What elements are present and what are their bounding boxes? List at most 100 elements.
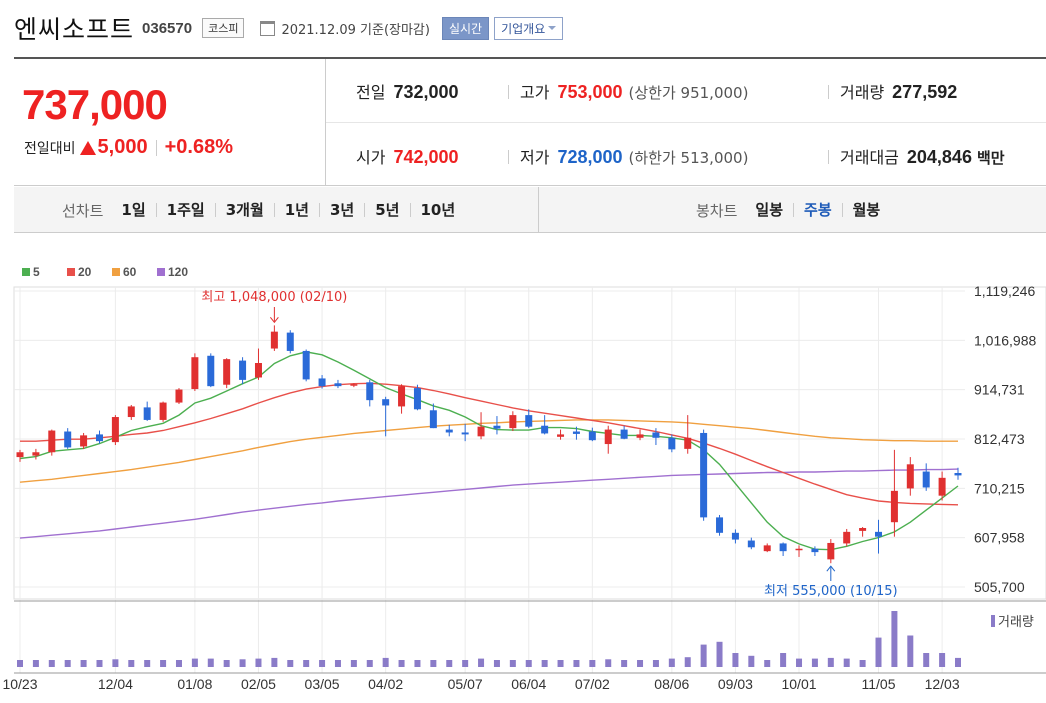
volume-bar (414, 660, 421, 667)
candle-body (239, 360, 247, 380)
divider (828, 150, 829, 164)
volume-bar (382, 657, 389, 667)
volume-bar (605, 659, 612, 667)
candle (731, 529, 739, 544)
legend-swatch-ma60 (112, 268, 120, 276)
volume-bar (32, 660, 39, 667)
candle-body (763, 545, 771, 552)
candle (779, 542, 787, 556)
candle (493, 416, 501, 435)
candle-body (859, 527, 867, 531)
candle (159, 401, 167, 422)
candle-body (461, 432, 469, 435)
company-info-dropdown[interactable]: 기업개요 (494, 16, 564, 40)
candle (207, 353, 215, 388)
period-1d[interactable]: 1일 (121, 201, 146, 219)
candle (859, 527, 867, 537)
period-3m[interactable]: 3개월 (214, 203, 274, 218)
candle (763, 543, 771, 553)
candle-body (636, 434, 644, 438)
volume-bar (144, 660, 151, 667)
candle (32, 448, 40, 460)
volume-bar (843, 658, 850, 667)
period-1y[interactable]: 1년 (273, 203, 319, 218)
upper-limit: (상한가 951,000) (628, 84, 749, 102)
period-5y[interactable]: 5년 (364, 203, 409, 218)
candle-monthly[interactable]: 월봉 (841, 203, 891, 218)
x-tick-label: 11/05 (862, 676, 896, 692)
volume-bar (255, 658, 262, 667)
candle (477, 412, 485, 440)
min-arrowhead-icon (826, 565, 836, 572)
divider (155, 139, 157, 156)
candle-body (127, 406, 135, 418)
volume-bar (652, 660, 659, 667)
candle-body (954, 472, 962, 476)
candle (700, 429, 708, 521)
x-tick-label: 10/01 (781, 676, 816, 692)
candle-chart-title: 봉차트 (696, 201, 738, 220)
volume-bar (875, 637, 882, 667)
prev-close-value: 732,000 (393, 82, 459, 102)
candle (318, 375, 326, 389)
volume-bar (334, 660, 341, 667)
realtime-button[interactable]: 실시간 (441, 16, 490, 40)
candle-daily[interactable]: 일봉 (755, 201, 784, 219)
x-tick-label: 09/03 (718, 676, 753, 692)
high-value: 753,000 (557, 82, 623, 102)
market-badge: 코스피 (202, 18, 245, 38)
candle (795, 545, 803, 557)
legend-swatch-ma5 (22, 268, 30, 276)
candle-body (557, 434, 565, 437)
line-chart-title: 선차트 (62, 201, 104, 220)
candle (906, 457, 914, 496)
prev-close: 전일 732,000 (356, 79, 459, 103)
candle (80, 432, 88, 449)
candle-body (731, 532, 739, 540)
candle-weekly[interactable]: 주봉 (793, 203, 842, 218)
candle-body (509, 415, 517, 429)
candle-body (286, 332, 294, 351)
candle-body (64, 431, 72, 448)
divider (508, 150, 509, 164)
candle (286, 330, 294, 354)
volume-bar (573, 660, 580, 667)
volume-bar (923, 653, 930, 667)
candle (64, 428, 72, 449)
candle (636, 429, 644, 441)
candle (302, 349, 310, 382)
candle-body (747, 540, 755, 548)
period-1w[interactable]: 1주일 (155, 203, 215, 218)
candle-body (191, 357, 199, 390)
candle-body (890, 490, 898, 523)
legend-label-ma120: 120 (168, 265, 188, 279)
volume-bar (287, 660, 294, 667)
volume-bar (350, 660, 357, 667)
candle (811, 546, 819, 556)
candle-body (48, 430, 56, 453)
volume-bar (239, 659, 246, 667)
volume-bar (684, 657, 691, 667)
candle-body (620, 429, 628, 439)
candle-body (32, 452, 40, 456)
candle-body (80, 435, 88, 447)
candle (541, 415, 549, 435)
period-10y[interactable]: 10년 (409, 203, 466, 218)
candle-body (95, 434, 103, 442)
volume-bar (637, 660, 644, 667)
candle (843, 528, 851, 547)
x-tick-label: 02/05 (241, 676, 276, 692)
period-3y[interactable]: 3년 (319, 203, 364, 218)
volume-bar (17, 660, 23, 667)
candle (95, 430, 103, 444)
candle (461, 423, 469, 442)
line-chart-periods: 선차트 1일 1주일 3개월 1년 3년 5년 10년 (62, 187, 465, 233)
candle (398, 384, 406, 414)
volume-bar (796, 658, 803, 667)
candle-body (525, 415, 533, 427)
candle-body (827, 542, 835, 560)
candle (413, 384, 421, 411)
candle-body (700, 432, 708, 518)
low-value: 728,000 (557, 147, 623, 167)
candle-body (270, 331, 278, 349)
